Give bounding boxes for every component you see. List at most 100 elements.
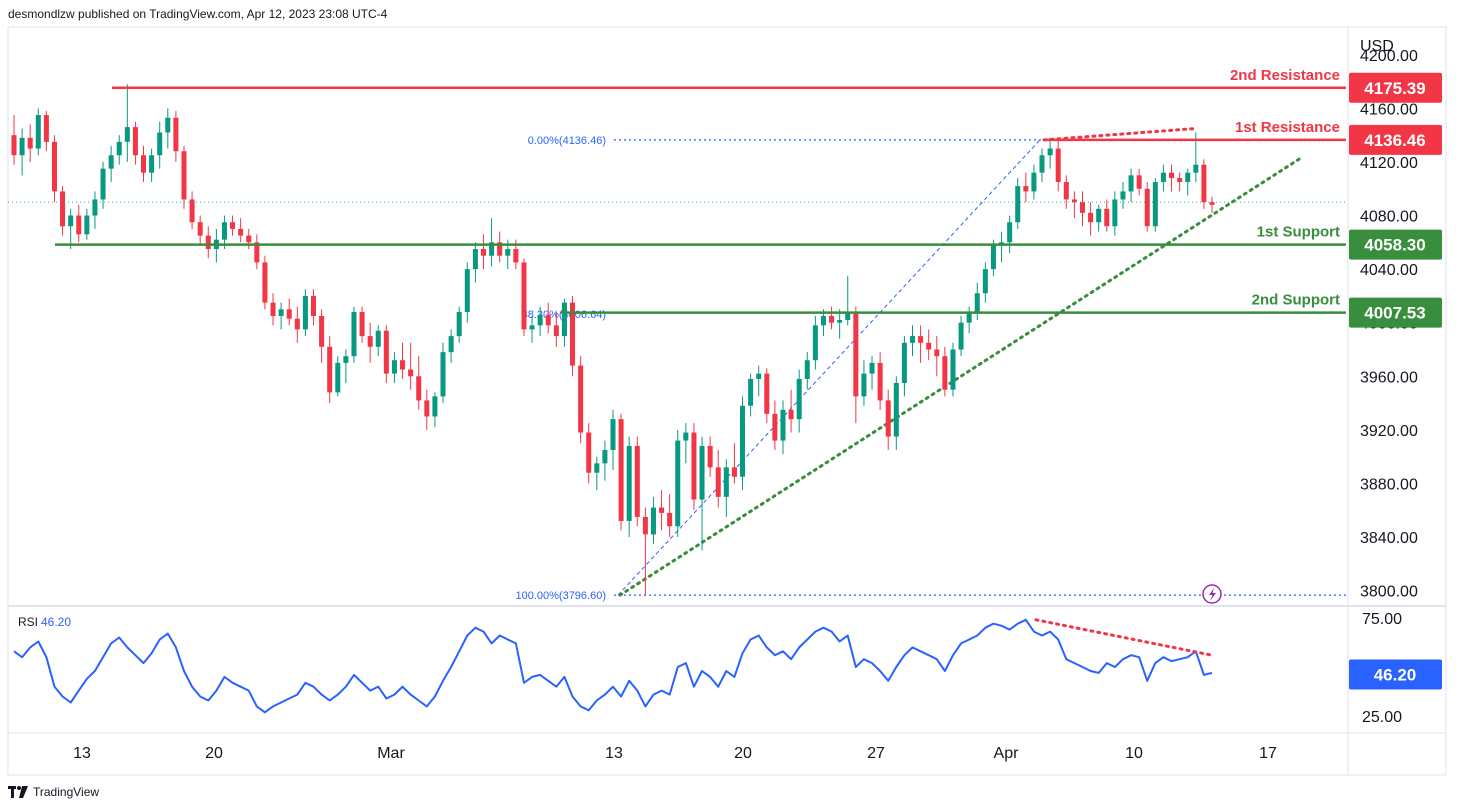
candle: [1136, 168, 1142, 196]
candle: [1169, 164, 1175, 192]
candle: [829, 306, 835, 330]
ascending-support-trendline: [618, 155, 1305, 597]
candle: [780, 400, 786, 454]
candle: [60, 186, 66, 236]
candle: [926, 329, 932, 361]
candle: [456, 306, 462, 343]
date-tick-label: 13: [73, 745, 91, 762]
publisher-header: desmondlzw published on TradingView.com,…: [8, 7, 388, 21]
price-tick-label: 3840.00: [1360, 530, 1418, 547]
candle: [1007, 215, 1013, 254]
candle: [432, 392, 438, 428]
candle: [1023, 172, 1029, 203]
candle: [1152, 178, 1158, 232]
candle: [286, 298, 292, 326]
date-tick-label: Mar: [377, 745, 405, 762]
rsi-divergence-line: [1034, 618, 1214, 657]
candle: [246, 228, 252, 250]
candle: [618, 413, 624, 531]
candle: [391, 352, 397, 383]
candle: [1055, 140, 1061, 192]
price-tick-label: 3880.00: [1360, 476, 1418, 493]
rsi-pane: 75.00 46.20 25.00: [13, 611, 1442, 726]
candle: [383, 325, 389, 383]
fib-trend-line: [617, 139, 1041, 596]
rsi-tick-label: 75.00: [1362, 611, 1402, 628]
date-tick-label: 27: [867, 745, 885, 762]
price-axis-ticks: 4200.004160.004120.004080.004040.004000.…: [1360, 48, 1418, 601]
candle: [812, 316, 818, 370]
candle: [1088, 202, 1094, 236]
candle: [570, 295, 576, 377]
candle: [853, 306, 859, 424]
rsi-current-badge: [1349, 659, 1442, 690]
candle: [76, 204, 82, 243]
price-tick-label: 4040.00: [1360, 262, 1418, 279]
candle: [19, 128, 25, 176]
level-1st-support[interactable]: 1st Support 4058.30: [55, 224, 1442, 260]
candle: [934, 336, 940, 377]
currency-label: USD: [1360, 38, 1394, 55]
alert-icon[interactable]: [1202, 584, 1222, 604]
candle: [310, 289, 317, 326]
candle: [302, 289, 308, 337]
candle: [748, 373, 754, 417]
footer: TradingView: [8, 785, 99, 799]
candle: [1112, 191, 1118, 236]
fib-level-label: 100.00%(3796.60): [515, 590, 606, 602]
rsi-label: RSI: [18, 615, 38, 629]
candle: [254, 234, 260, 270]
candle: [756, 365, 762, 397]
candle: [343, 349, 349, 383]
level-price-badge: [1349, 124, 1442, 155]
level-price-value: 4175.39: [1364, 79, 1425, 98]
candle: [715, 449, 721, 508]
candle: [545, 302, 551, 334]
candle: [351, 306, 357, 363]
candle: [521, 258, 527, 337]
level-price-badge: [1349, 72, 1442, 103]
date-tick-label: 20: [205, 745, 223, 762]
candle: [335, 356, 341, 397]
level-1st-resistance[interactable]: 1st Resistance 4136.46: [1044, 119, 1442, 155]
candle: [610, 409, 616, 471]
candle: [464, 262, 470, 323]
candle: [731, 443, 737, 484]
candle: [173, 111, 179, 162]
candle: [982, 262, 988, 303]
candle: [1071, 191, 1077, 219]
fib-level-label: 0.00%(4136.46): [528, 135, 606, 147]
candle: [537, 306, 543, 337]
tradingview-logo-icon: [8, 786, 28, 798]
candle: [262, 255, 268, 310]
candle: [27, 124, 33, 162]
level-price-badge: [1349, 229, 1442, 260]
candle: [553, 311, 559, 347]
candle: [772, 400, 778, 450]
price-tick-label: 4160.00: [1360, 101, 1418, 118]
date-tick-label: 13: [605, 745, 623, 762]
candle: [561, 298, 567, 347]
candle: [359, 306, 365, 343]
candle: [205, 226, 211, 259]
candle: [837, 309, 843, 339]
level-2nd-resistance[interactable]: 2nd Resistance 4175.39: [112, 67, 1442, 103]
rsi-current-value: 46.20: [1374, 666, 1417, 685]
candle: [278, 302, 284, 330]
candle: [796, 369, 802, 433]
candle: [141, 145, 147, 183]
chart-canvas[interactable]: USD 4200.00 4160.00 4120.00 4080.00 4040.00 4…: [0, 0, 1457, 780]
candle: [650, 496, 656, 544]
candle: [659, 490, 665, 531]
date-tick-label: 20: [734, 745, 752, 762]
candle: [424, 389, 430, 430]
footer-brand: TradingView: [33, 785, 100, 799]
candle: [116, 135, 122, 165]
price-tick-label: 4120.00: [1360, 155, 1418, 172]
level-2nd-support[interactable]: 2nd Support 4007.53: [561, 292, 1442, 328]
candle: [901, 336, 907, 397]
candle: [1144, 182, 1150, 232]
candle: [699, 436, 705, 551]
candle: [35, 108, 41, 156]
price-tick-label: 3920.00: [1360, 423, 1418, 440]
